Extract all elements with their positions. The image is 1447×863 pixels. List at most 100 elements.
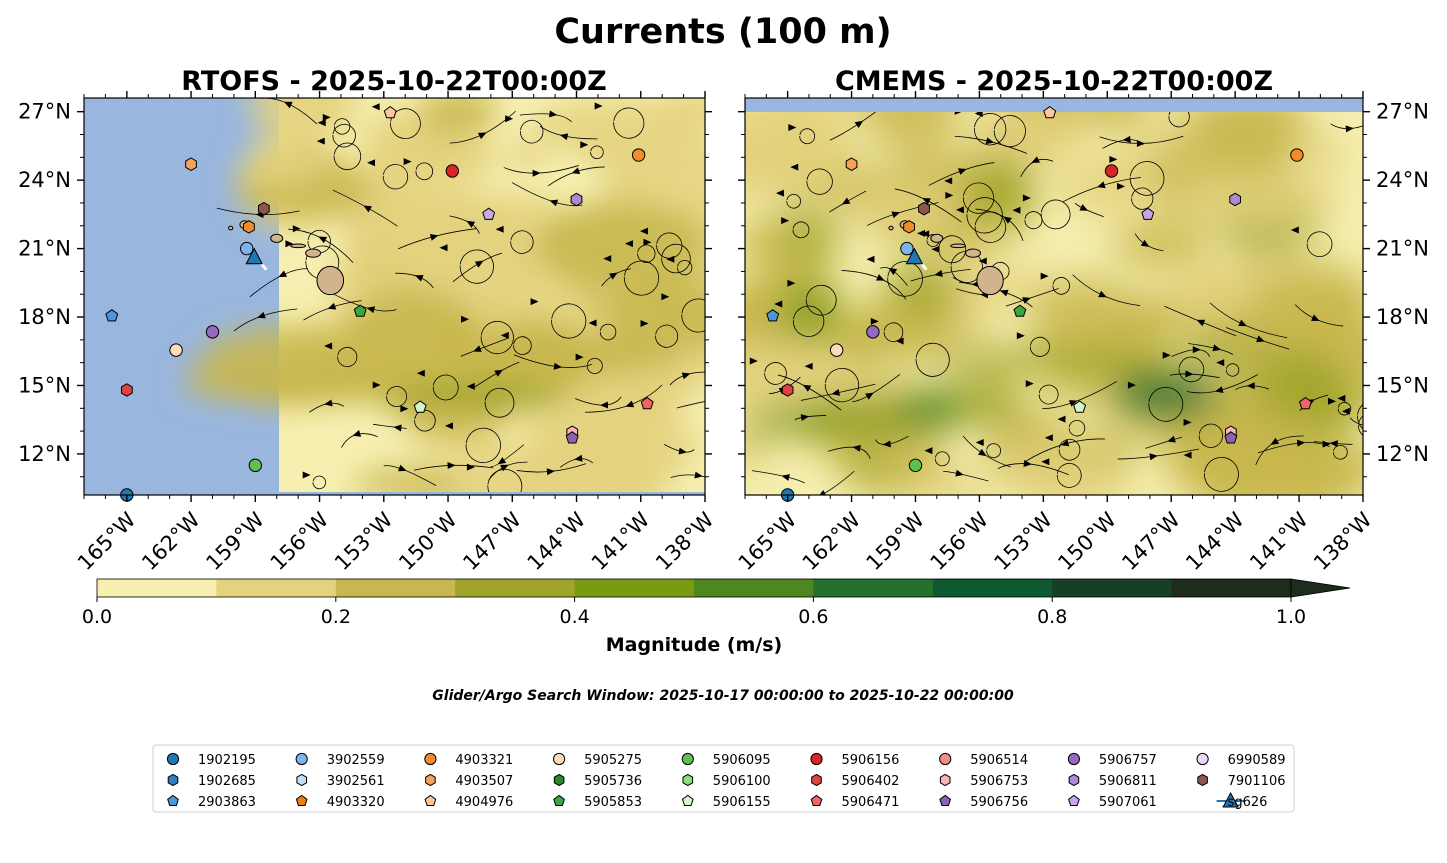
streamline-arrow [1216,359,1225,367]
legend-label: 5906757 [1099,753,1157,768]
legend-label: sg626 [1228,795,1268,810]
streamline-arrow [327,302,337,310]
streamline [1056,463,1082,488]
colorbar-bin [216,579,337,597]
colorbar-extend-arrow [1290,578,1351,598]
bottom-no-data-strip [279,492,705,495]
x-tick-label: 162°W [798,507,866,575]
streamline-arrow [444,422,453,430]
streamline-arrow [1096,181,1106,189]
streamline [806,168,833,195]
island-niihau [888,225,894,231]
marker-5906095 [908,458,923,473]
streamline [993,115,1026,148]
colorbar-bin [97,579,217,597]
legend-entry: 5906095 [681,752,771,768]
streamline-arrow [931,245,940,253]
streamline-arrow [955,206,964,214]
streamline-arrow [1212,344,1222,352]
streamline-arrow [924,447,933,455]
streamline-arrow [817,489,827,495]
legend-entry: 4903321 [424,752,513,768]
streamline-arrow [678,447,687,455]
legend-marker [553,752,566,766]
x-tick-label: 138°W [1309,507,1377,575]
x-tick-label: 144°W [523,507,591,575]
y-tick-label: 15°N [18,373,71,397]
streamline-arrow [324,399,333,407]
legend-label: 5906095 [713,753,771,768]
streamline-arrow [474,260,484,268]
streamline-arrow [1196,319,1206,327]
legend-entry: 1902685 [167,773,256,789]
streamline-arrow [802,384,812,392]
legend-label: 5906155 [713,795,771,810]
y-tick-label: 12°N [18,442,71,466]
streamline [656,232,683,259]
x-tick-label: 159°W [201,507,269,575]
y-tick-label: 27°N [18,100,71,124]
streamline-arrow [495,225,504,233]
streamline-arrow [285,240,294,248]
marker-3902559 [900,241,914,256]
streamline [333,142,362,171]
streamline [551,303,587,339]
marker-5906402 [781,383,794,397]
y-tick-label: 21°N [1376,237,1429,261]
streamline-arrow [473,345,482,352]
streamline-arrow [1117,182,1126,190]
streamline-arrow [1192,346,1201,354]
streamline-arrow [1246,382,1255,390]
streamline-arrow [283,101,293,109]
streamline-arrow [895,337,904,345]
magnitude-patch [1296,134,1349,173]
streamline-arrow [1127,381,1136,389]
legend-entry: 5907061 [1068,794,1157,810]
left-panel-title: RTOFS - 2025-10-22T00:00Z [181,66,607,97]
island-molokai [290,243,307,249]
streamline [386,386,408,407]
streamline-arrow [876,274,885,281]
streamline [676,401,705,409]
streamline-arrow [366,306,376,314]
marker-5906471 [1299,396,1312,410]
streamline-arrow [804,362,813,370]
streamline-arrow [477,132,487,140]
magnitude-patch [505,141,547,171]
marker-5906471 [640,396,654,410]
magnitude-patch [930,346,1190,374]
legend-entry: 5906100 [682,773,771,789]
streamline-arrow [1327,397,1336,405]
legend-label: 1902195 [198,753,256,768]
x-tick-label: 150°W [394,507,462,575]
legend-marker [1222,791,1239,808]
marker-5907061 [482,207,496,220]
legend-entry: 4904976 [424,794,513,810]
legend-marker [1067,752,1081,766]
streamline-arrow [958,168,967,175]
streamline-arrow [322,113,331,121]
streamline-arrow [580,141,589,149]
streamline-arrow [367,159,376,167]
streamline [1129,161,1165,196]
legend-frame [152,744,1295,813]
streamline-arrow [1167,435,1176,443]
streamline [390,108,421,139]
magnitude-patch [842,185,952,235]
streamline [599,323,617,341]
streamline [1058,439,1081,461]
streamline-arrow [609,272,618,280]
streamline-arrow [500,331,509,339]
magnitude-patch [1247,261,1363,355]
streamline-arrow [917,229,926,237]
streamline [1337,402,1352,416]
island-oahu [270,233,284,243]
y-tick-label: 24°N [1376,168,1429,192]
streamline [1024,211,1043,230]
streamline-arrow [790,163,799,171]
marker-5906155 [413,400,427,413]
magnitude-patch [1112,217,1210,269]
marker-5906402 [121,383,133,397]
magnitude-patch [1006,438,1132,495]
legend-entry: 5906757 [1067,752,1157,768]
